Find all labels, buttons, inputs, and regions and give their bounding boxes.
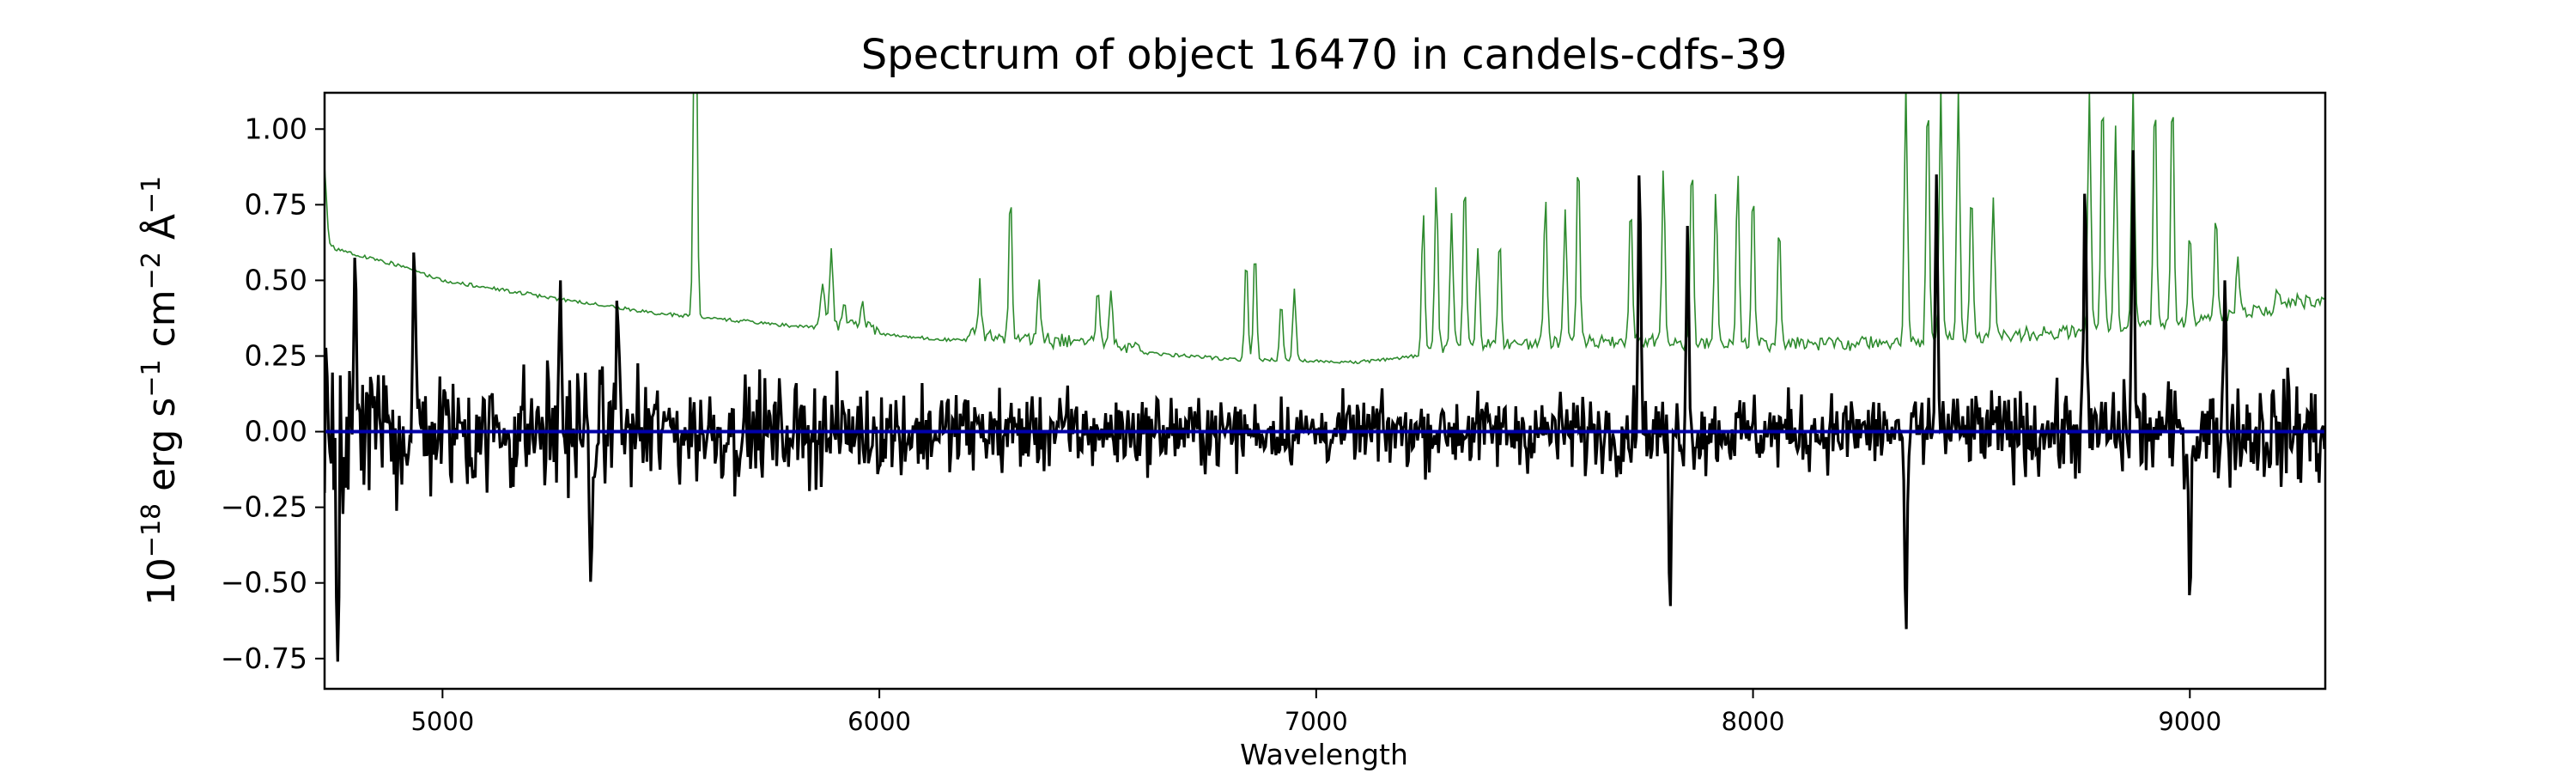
y-axis-label-exp3: −2 xyxy=(137,252,167,289)
y-tick-label: 0.75 xyxy=(245,187,307,221)
y-tick-label: 0.00 xyxy=(245,415,307,448)
plot-frame xyxy=(323,91,2327,691)
error-spectrum-line xyxy=(325,93,2325,365)
plot-area xyxy=(325,93,2325,662)
y-axis-label: 10−18 erg s−1 cm−2 Å−1 xyxy=(137,176,185,606)
y-tick-label: −0.50 xyxy=(221,566,307,600)
y-axis-label-exp1: −18 xyxy=(137,503,167,557)
x-tick-label: 9000 xyxy=(2158,707,2221,736)
y-axis-label-text2: cm xyxy=(140,289,184,359)
y-tick-label: 0.25 xyxy=(245,338,307,372)
chart-title: Spectrum of object 16470 in candels-cdfs… xyxy=(861,31,1788,79)
y-tick-label: −0.25 xyxy=(221,490,307,524)
y-tick-label: 1.00 xyxy=(245,112,307,145)
y-axis: −0.75 −0.50 −0.25 0.00 0.25 0.50 0.75 1.00 xyxy=(221,112,325,675)
y-axis-label-text3: Å xyxy=(138,214,184,252)
x-tick-label: 5000 xyxy=(410,707,474,736)
x-tick-label: 6000 xyxy=(848,707,911,736)
x-axis-label: Wavelength xyxy=(1240,738,1408,771)
y-axis-label-text1: erg s xyxy=(140,398,184,503)
y-tick-label: −0.75 xyxy=(221,642,307,675)
x-tick-label: 7000 xyxy=(1285,707,1348,736)
y-tick-label: 0.50 xyxy=(245,263,307,296)
y-axis-label-exp2: −1 xyxy=(137,359,167,397)
x-axis: 5000 6000 7000 8000 9000 xyxy=(410,689,2221,736)
y-axis-label-base: 10 xyxy=(140,557,184,606)
flux-spectrum-line xyxy=(325,149,2325,662)
y-axis-label-exp4: −1 xyxy=(137,176,167,214)
x-tick-label: 8000 xyxy=(1722,707,1785,736)
